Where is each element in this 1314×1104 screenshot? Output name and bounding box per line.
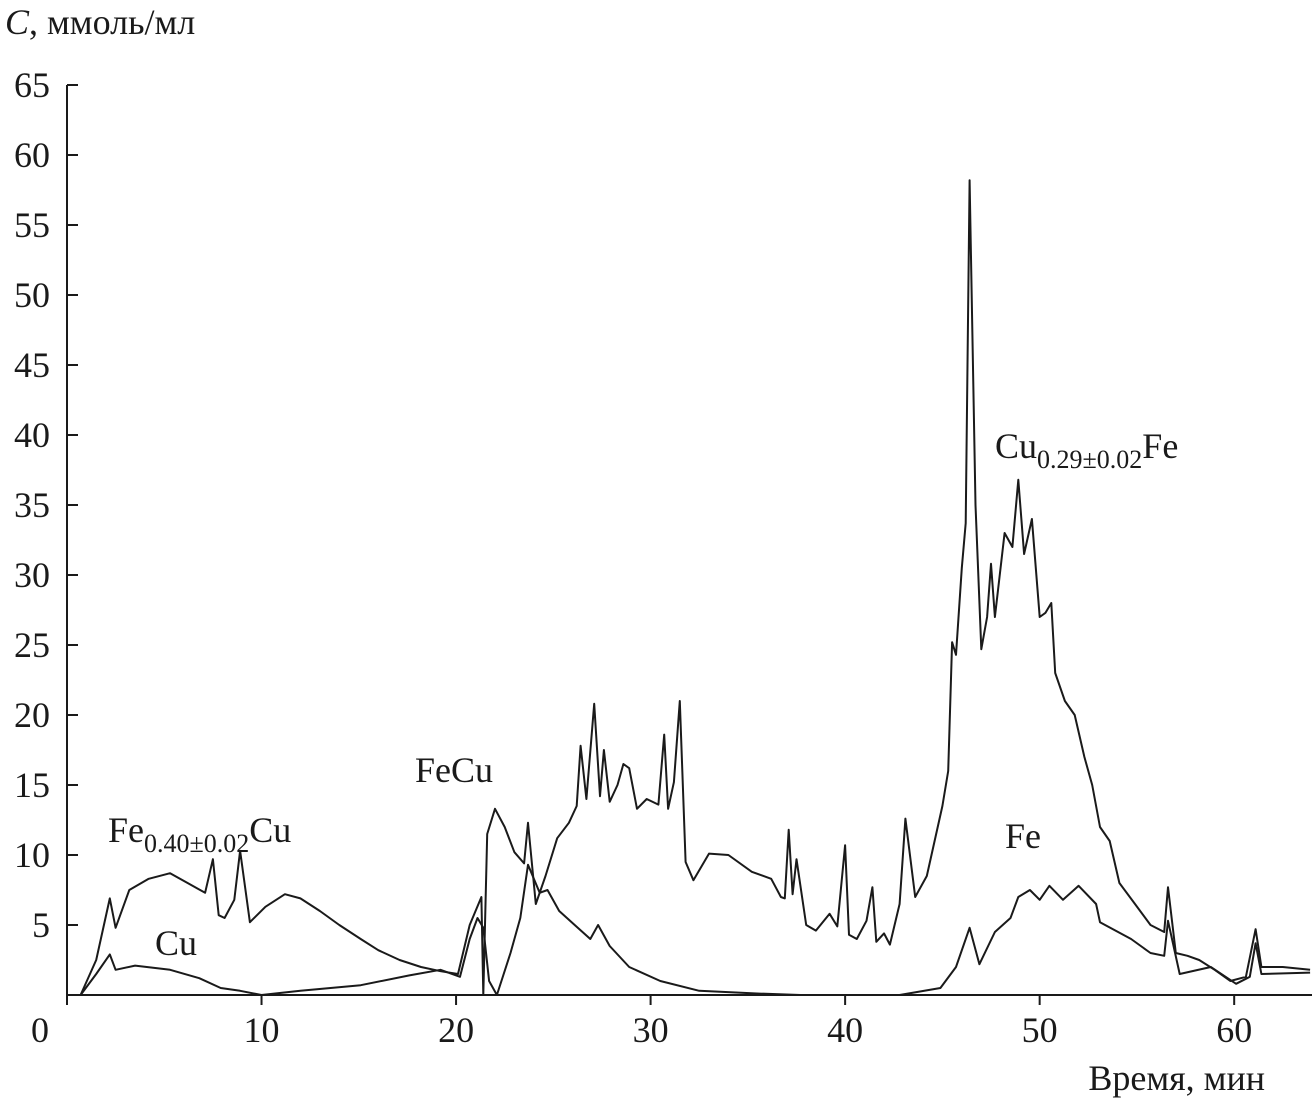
y-tick-label: 65	[14, 65, 50, 105]
annotation-base: Cu	[155, 923, 197, 963]
y-tick-label: 20	[14, 695, 50, 735]
x-tick-label: 0	[31, 1010, 49, 1050]
y-tick-label: 10	[14, 835, 50, 875]
annotation-sub: 0.40±0.02	[144, 829, 249, 858]
y-tick-label: 5	[32, 905, 50, 945]
annotation-rest: Fe	[1142, 426, 1178, 466]
y-tick-label: 15	[14, 765, 50, 805]
y-label-unit: , ммоль/мл	[29, 2, 195, 42]
y-tick-label: 50	[14, 275, 50, 315]
y-tick-label: 30	[14, 555, 50, 595]
annotation: FeCu	[415, 750, 493, 790]
annotation-base: Fe	[108, 810, 144, 850]
annotation-sub: 0.29±0.02	[1037, 445, 1142, 474]
y-tick-label: 45	[14, 345, 50, 385]
x-tick-label: 40	[827, 1010, 863, 1050]
y-axis-label: C, ммоль/мл	[5, 2, 195, 42]
y-tick-label: 60	[14, 135, 50, 175]
y-tick-label: 40	[14, 415, 50, 455]
annotation: Fe0.40±0.02Cu	[108, 810, 291, 858]
data-line	[79, 179, 1311, 996]
x-axis-label: Время, мин	[1088, 1058, 1265, 1098]
x-tick-label: 60	[1216, 1010, 1252, 1050]
annotation-base: FeCu	[415, 750, 493, 790]
x-tick-label: 20	[438, 1010, 474, 1050]
annotation-base: Fe	[1005, 816, 1041, 856]
y-tick-label: 55	[14, 205, 50, 245]
annotation: Cu0.29±0.02Fe	[995, 426, 1178, 474]
data-line	[79, 863, 1311, 996]
x-tick-label: 30	[633, 1010, 669, 1050]
annotation: Cu	[155, 923, 197, 963]
annotation: Fe	[1005, 816, 1041, 856]
x-tick-label: 50	[1022, 1010, 1058, 1050]
y-label-symbol: C	[5, 2, 30, 42]
y-tick-label: 35	[14, 485, 50, 525]
x-tick-label: 10	[244, 1010, 280, 1050]
annotation-rest: Cu	[249, 810, 291, 850]
y-tick-label: 25	[14, 625, 50, 665]
annotation-base: Cu	[995, 426, 1037, 466]
